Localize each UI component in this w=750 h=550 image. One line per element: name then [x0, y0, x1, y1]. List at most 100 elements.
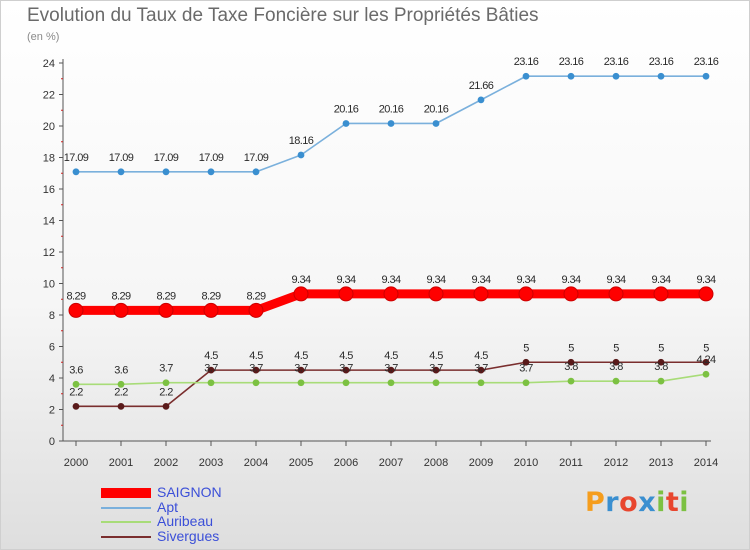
data-label: 3.7 — [339, 363, 353, 375]
x-tick-label: 2004 — [244, 457, 268, 469]
series-point — [72, 402, 80, 410]
data-label: 4.5 — [339, 350, 353, 362]
logo-letter: x — [638, 487, 657, 518]
data-label: 3.6 — [114, 364, 128, 376]
series-point — [297, 379, 305, 387]
data-label: 23.16 — [604, 56, 629, 68]
logo-letter: i — [679, 487, 690, 518]
series-point — [432, 120, 440, 127]
x-tick-label: 2003 — [199, 457, 223, 469]
data-label: 9.34 — [696, 274, 715, 286]
series-point — [518, 286, 534, 302]
data-label: 8.29 — [246, 290, 265, 302]
x-tick-label: 2000 — [64, 457, 88, 469]
data-label: 9.34 — [651, 274, 670, 286]
data-label: 4.5 — [294, 350, 308, 362]
series-point — [522, 72, 530, 80]
data-label: 9.34 — [291, 274, 310, 286]
series-point — [72, 380, 80, 388]
y-tick-label: 0 — [49, 436, 55, 448]
y-tick-label: 22 — [43, 90, 55, 102]
data-label: 4.24 — [696, 354, 715, 366]
y-tick-label: 6 — [49, 342, 55, 354]
series-point — [248, 302, 264, 318]
logo-letter: P — [585, 487, 606, 518]
data-label: 4.5 — [249, 350, 263, 362]
x-tick-label: 2002 — [154, 457, 178, 469]
series-point — [162, 402, 170, 410]
data-label: 20.16 — [424, 103, 449, 115]
series-point — [203, 302, 219, 318]
data-label: 20.16 — [334, 103, 359, 115]
series-point — [338, 286, 354, 302]
x-tick-label: 2010 — [514, 457, 538, 469]
series-point — [387, 120, 395, 127]
series-point — [342, 366, 350, 374]
legend-label: Sivergues — [157, 527, 220, 544]
data-label: 23.16 — [649, 56, 674, 68]
series-point — [612, 377, 620, 385]
data-label: 17.09 — [244, 152, 269, 164]
logo-letter: o — [619, 487, 639, 518]
series-point — [297, 151, 305, 159]
data-label: 23.16 — [559, 56, 584, 68]
data-label: 5 — [568, 342, 574, 354]
series-point — [698, 286, 714, 302]
data-label: 5 — [523, 342, 529, 354]
data-label: 3.7 — [429, 363, 443, 375]
data-label: 4.5 — [384, 350, 398, 362]
x-tick-label: 2013 — [649, 457, 673, 469]
y-tick-label: 10 — [43, 279, 55, 291]
data-label: 4.5 — [204, 350, 218, 362]
series-point — [162, 379, 170, 387]
data-label: 3.8 — [654, 361, 668, 373]
y-tick-label: 2 — [49, 405, 55, 417]
x-tick-label: 2005 — [289, 457, 313, 469]
data-label: 9.34 — [336, 274, 355, 286]
data-label: 3.8 — [609, 361, 623, 373]
legend-swatch — [101, 488, 151, 498]
data-label: 3.7 — [294, 363, 308, 375]
data-label: 9.34 — [516, 274, 535, 286]
data-label: 2.2 — [114, 386, 128, 398]
y-tick-label: 8 — [49, 310, 55, 322]
x-tick-label: 2014 — [694, 457, 718, 469]
series-point — [252, 379, 260, 387]
data-label: 3.8 — [564, 361, 578, 373]
y-tick-label: 20 — [43, 121, 55, 133]
data-label: 18.16 — [289, 135, 314, 147]
series-point — [657, 358, 665, 366]
data-label: 4.5 — [474, 350, 488, 362]
series-point — [387, 379, 395, 387]
legend-label: Apt — [157, 498, 179, 515]
series-point — [477, 379, 485, 387]
series-point — [432, 379, 440, 387]
data-label: 23.16 — [514, 56, 539, 68]
series-point — [117, 380, 125, 388]
data-label: 8.29 — [156, 290, 175, 302]
series-point — [702, 358, 710, 366]
data-label: 3.7 — [384, 363, 398, 375]
series-point — [387, 366, 395, 374]
data-label: 3.7 — [159, 363, 173, 375]
data-label: 17.09 — [154, 152, 179, 164]
series-point — [428, 286, 444, 302]
series-point — [297, 366, 305, 374]
x-tick-label: 2008 — [424, 457, 448, 469]
series-point — [207, 379, 215, 387]
x-tick-label: 2009 — [469, 457, 493, 469]
series-point — [657, 377, 665, 385]
series-point — [207, 168, 215, 176]
data-label: 20.16 — [379, 103, 404, 115]
series-point — [657, 72, 665, 80]
data-label: 3.7 — [519, 363, 533, 375]
series-point — [522, 379, 530, 387]
data-label: 9.34 — [381, 274, 400, 286]
data-label: 5 — [703, 342, 709, 354]
series-point — [567, 358, 575, 366]
series-point — [117, 168, 125, 176]
x-tick-label: 2012 — [604, 457, 628, 469]
series-point — [162, 168, 170, 176]
x-tick-label: 2001 — [109, 457, 133, 469]
